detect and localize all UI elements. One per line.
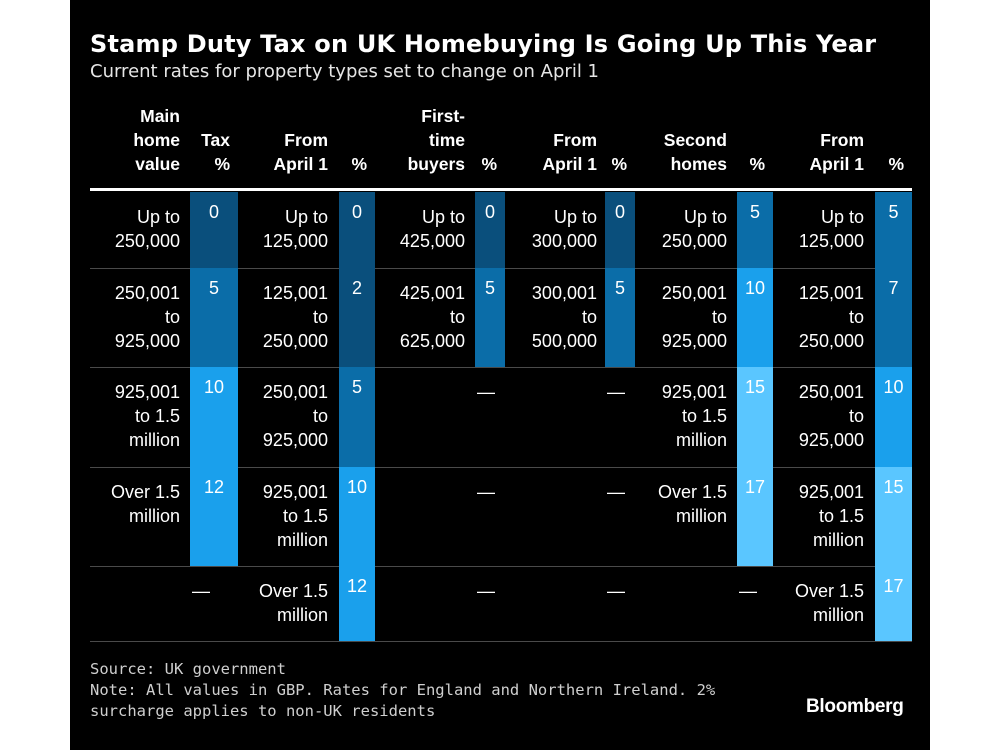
rate-value: 10 [203,377,225,397]
band-label: Over 1.5 million [258,581,328,625]
rate-value: 5 [614,278,625,298]
row-separator [90,566,912,567]
band-label: 925,001 to 1.5 million [798,482,864,550]
rate-cell: 12 [339,566,375,641]
band-label: Up to 250,000 [114,207,180,251]
rate-cell: 7 [875,268,912,367]
rate-value: 17 [883,576,904,596]
empty-dash: — [477,382,495,402]
column-header: From April 1 [273,130,328,174]
rate-cell: 5 [475,268,505,367]
rate-cell: 2 [339,268,375,367]
row-separator [90,641,912,642]
band-label: 125,001 to 250,000 [798,283,864,351]
rate-value: 5 [351,377,362,397]
column-header: % [888,154,904,174]
band-label: 925,001 to 1.5 million [114,382,180,450]
rate-cell: 5 [605,268,635,367]
band-label: Over 1.5 million [110,482,180,526]
column-header: % [351,154,367,174]
rate-value: 17 [744,477,766,497]
rate-cell: 5 [190,268,238,367]
rate-value: 10 [744,278,766,298]
rate-cell: 5 [339,367,375,467]
empty-dash: — [739,581,757,601]
rate-value: 0 [484,202,495,222]
band-label: 925,001 to 1.5 million [262,482,328,550]
empty-dash: — [192,581,210,601]
band-label: 250,001 to 925,000 [798,382,864,450]
column-header: First- time buyers [407,106,465,174]
rate-cell: 17 [737,467,773,566]
band-label: Over 1.5 million [794,581,864,625]
rate-cell: 10 [875,367,912,467]
band-label: 925,001 to 1.5 million [661,382,727,450]
row-separator [90,367,912,368]
rate-value: 10 [883,377,904,397]
rate-cell: 17 [875,566,912,641]
column-header: Second homes [663,130,727,174]
rate-cell: 10 [339,467,375,566]
rate-value: 5 [749,202,760,222]
rate-cell: 5 [875,192,912,268]
rate-cell: 0 [339,192,375,268]
rate-value: 15 [883,477,904,497]
column-header: % [481,154,497,174]
column-header: Tax % [201,130,230,174]
column-header: % [749,154,765,174]
rate-value: 0 [351,202,362,222]
rate-value: 7 [888,278,899,298]
band-label: Up to 250,000 [661,207,727,251]
row-separator [90,467,912,468]
rate-value: 0 [208,202,219,222]
band-label: Up to 125,000 [798,207,864,251]
band-label: 425,001 to 625,000 [399,283,465,351]
band-label: 250,001 to 925,000 [661,283,727,351]
rate-value: 15 [744,377,766,397]
rate-cell: 0 [475,192,505,268]
rate-value: 5 [888,202,899,222]
rate-cell: 15 [737,367,773,467]
chart-title: Stamp Duty Tax on UK Homebuying Is Going… [90,30,877,58]
bloomberg-logo: Bloomberg [806,696,904,717]
band-label: 300,001 to 500,000 [531,283,597,351]
rate-value: 2 [351,278,362,298]
rate-cell: 5 [737,192,773,268]
rate-value: 5 [484,278,495,298]
empty-dash: — [477,581,495,601]
rate-cell: 12 [190,467,238,566]
band-label: Up to 425,000 [399,207,465,251]
rate-value: 5 [208,278,219,298]
footnote: Note: All values in GBP. Rates for Engla… [90,681,716,720]
chart-subtitle: Current rates for property types set to … [90,61,599,82]
empty-dash: — [607,581,625,601]
rate-cell: 10 [737,268,773,367]
source-note: Source: UK government [90,660,286,678]
band-label: Over 1.5 million [657,482,727,526]
band-label: Up to 300,000 [531,207,597,251]
band-label: Up to 125,000 [262,207,328,251]
rate-cell: 10 [190,367,238,467]
column-header: From April 1 [542,130,597,174]
rate-cell: 0 [605,192,635,268]
empty-dash: — [477,482,495,502]
band-label: 125,001 to 250,000 [262,283,328,351]
rate-value: 12 [346,576,368,596]
band-label: 250,001 to 925,000 [262,382,328,450]
band-label: 250,001 to 925,000 [114,283,180,351]
empty-dash: — [607,382,625,402]
column-header: From April 1 [809,130,864,174]
rate-value: 10 [346,477,368,497]
rate-cell: 0 [190,192,238,268]
rate-value: 0 [614,202,625,222]
rate-cell: 15 [875,467,912,566]
column-header: % [611,154,627,174]
rate-value: 12 [203,477,225,497]
empty-dash: — [607,482,625,502]
column-header: Main home value [133,106,180,174]
header-rule [90,188,912,191]
